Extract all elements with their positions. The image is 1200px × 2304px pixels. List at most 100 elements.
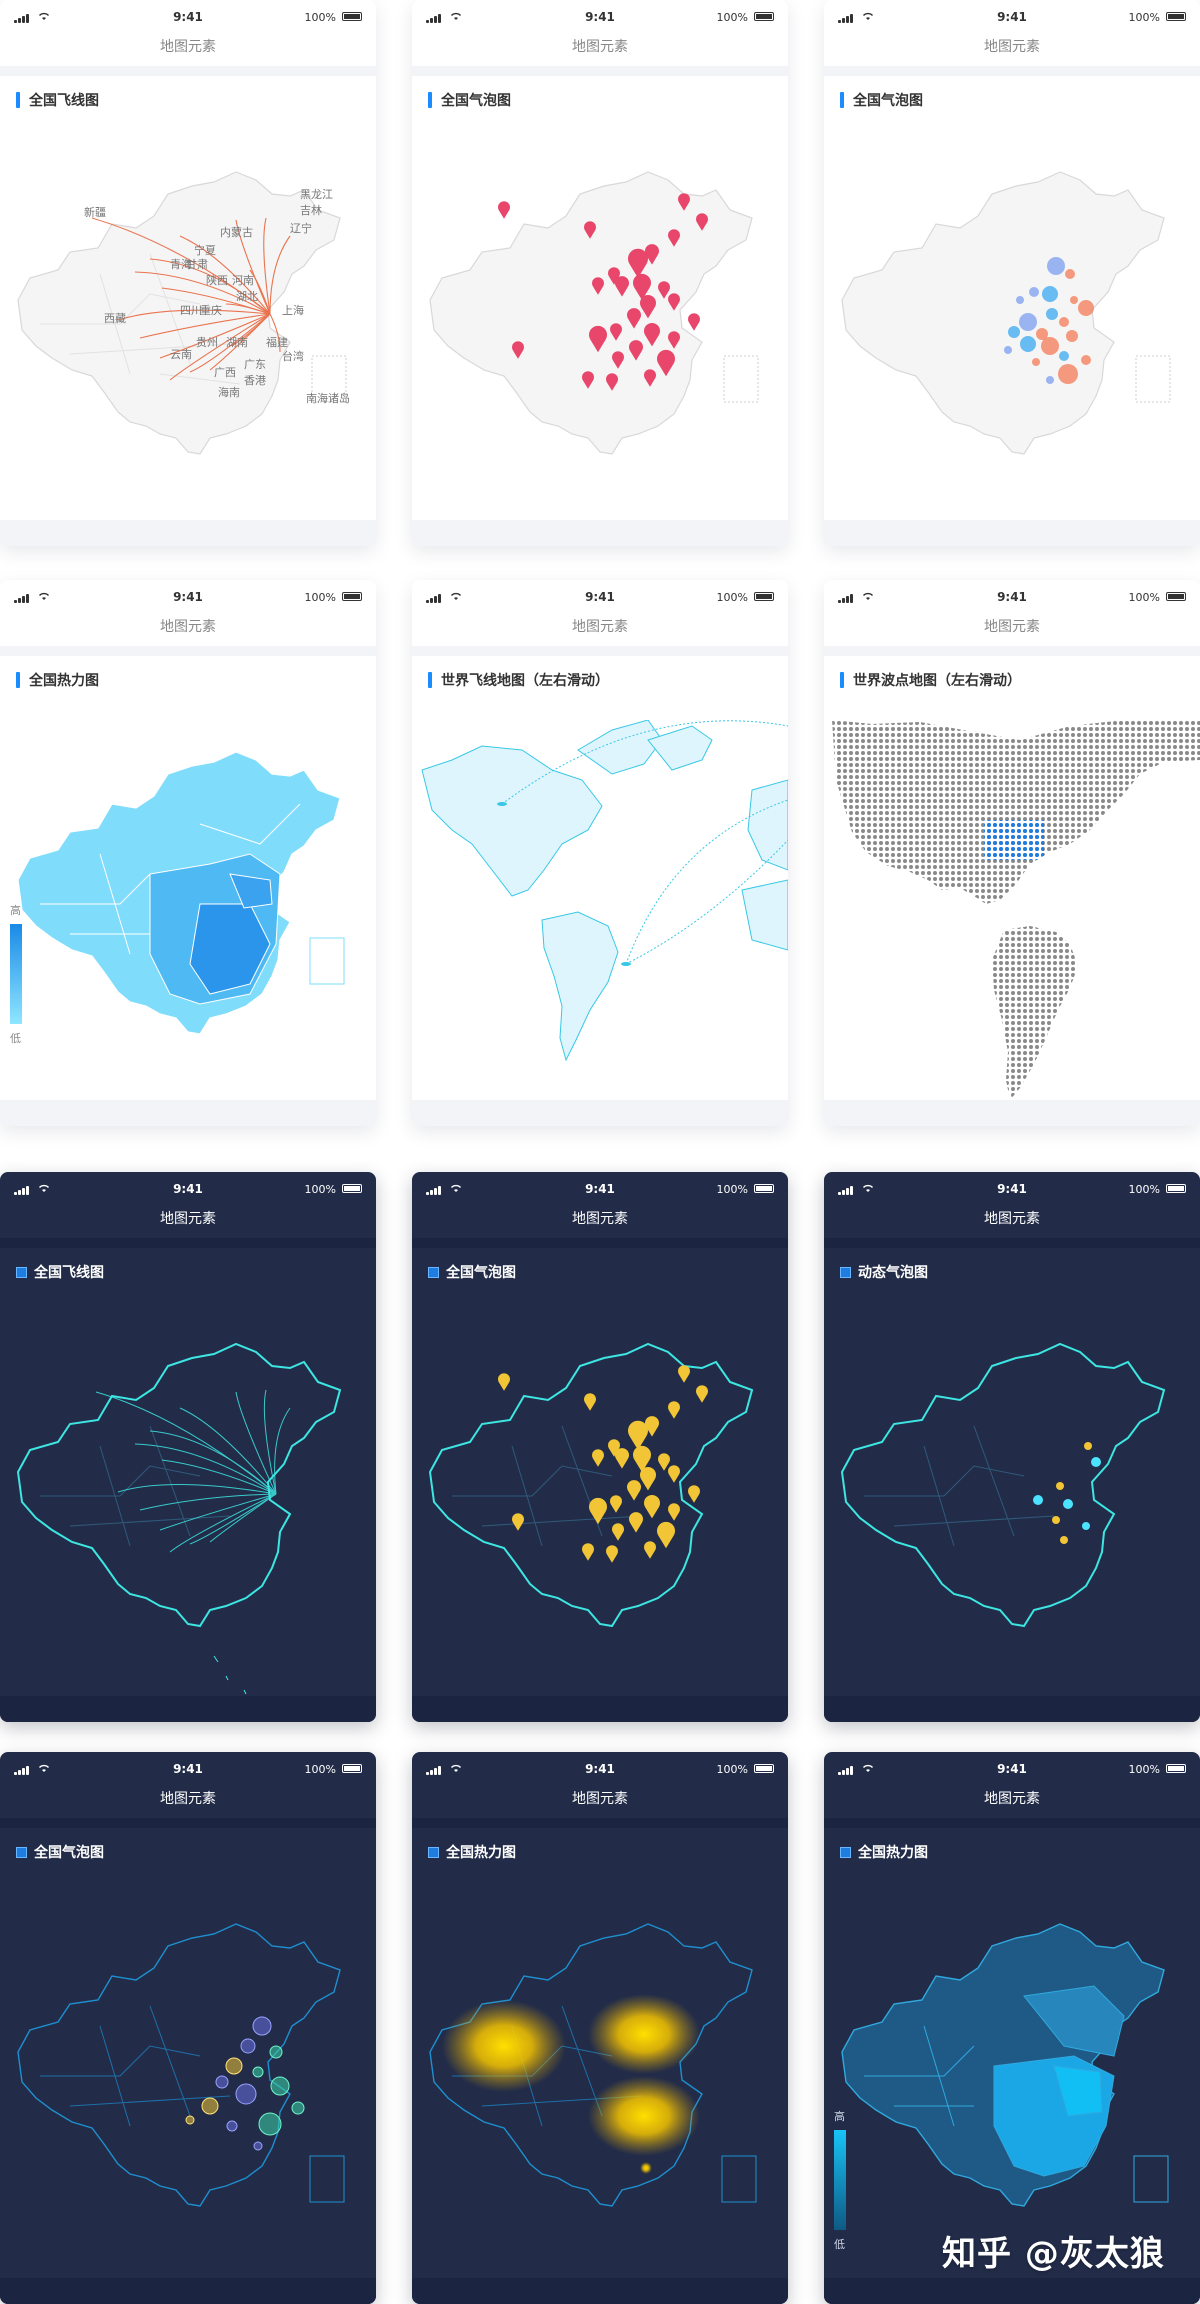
battery-icon bbox=[754, 592, 774, 601]
card-pin-map-dark[interactable]: 9:41 100% 地图元素 全国气泡图 bbox=[412, 1172, 788, 1722]
svg-text:湖北: 湖北 bbox=[236, 290, 258, 303]
wifi-icon bbox=[451, 1764, 461, 1772]
signal-icon bbox=[14, 593, 34, 603]
china-bubble-map[interactable] bbox=[824, 124, 1200, 524]
pin-marker bbox=[628, 248, 648, 278]
pin-marker bbox=[668, 1401, 680, 1419]
signal-icon bbox=[426, 593, 446, 603]
status-bar: 9:41 100% bbox=[824, 1172, 1200, 1206]
card-dynamic-bubble-map[interactable]: 9:41 100% 地图元素 动态气泡图 bbox=[824, 1172, 1200, 1722]
svg-text:河南: 河南 bbox=[232, 274, 254, 287]
china-flight-map-dark[interactable] bbox=[0, 1296, 376, 1696]
china-choropleth-map-dark[interactable] bbox=[824, 1876, 1200, 2276]
card-bubble-map-dark[interactable]: 9:41 100% 地图元素 全国气泡图 bbox=[0, 1752, 376, 2304]
bottom-bar bbox=[824, 1100, 1200, 1126]
battery-percent: 100% bbox=[304, 1763, 336, 1776]
world-dot-map[interactable] bbox=[824, 720, 1200, 1120]
section-title: 全国热力图 bbox=[840, 1842, 928, 1862]
bottom-bar bbox=[0, 520, 376, 546]
svg-text:四川: 四川 bbox=[180, 304, 202, 317]
china-choropleth-map[interactable] bbox=[0, 704, 376, 1104]
section-title: 世界波点地图（左右滑动） bbox=[840, 670, 1021, 690]
flight-lines bbox=[91, 217, 291, 381]
svg-text:海南: 海南 bbox=[218, 385, 240, 399]
svg-text:广东: 广东 bbox=[244, 358, 266, 371]
pin-marker bbox=[696, 213, 708, 231]
svg-text:青海: 青海 bbox=[170, 257, 192, 271]
china-bubble-map-dark[interactable] bbox=[0, 1876, 376, 2276]
nav-title: 地图元素 bbox=[160, 1211, 216, 1227]
battery-icon bbox=[342, 12, 362, 21]
pin-marker bbox=[610, 323, 622, 341]
legend-gradient bbox=[10, 924, 22, 1024]
bottom-bar bbox=[0, 2278, 376, 2304]
heat-legend: 高 低 bbox=[10, 902, 34, 1046]
signal-icon bbox=[426, 1765, 446, 1775]
pin-marker bbox=[658, 281, 670, 299]
bottom-bar bbox=[0, 1100, 376, 1126]
accent-bar bbox=[840, 672, 844, 688]
title-icon bbox=[428, 1846, 439, 1858]
card-world-flight-map[interactable]: 9:41 100% 地图元素 世界飞线地图（左右滑动） bbox=[412, 580, 788, 1126]
nav-title: 地图元素 bbox=[984, 1211, 1040, 1227]
section-title: 全国热力图 bbox=[428, 1842, 516, 1862]
card-heat-glow-map[interactable]: 9:41 100% 地图元素 全国热力图 bbox=[412, 1752, 788, 2304]
nav-title: 地图元素 bbox=[572, 619, 628, 635]
status-bar: 9:41 100% bbox=[412, 1172, 788, 1206]
wifi-icon bbox=[451, 1184, 461, 1192]
battery-percent: 100% bbox=[716, 11, 748, 24]
legend-low-label: 低 bbox=[834, 2238, 845, 2251]
legend-low-label: 低 bbox=[10, 1032, 21, 1045]
pin-marker bbox=[633, 1445, 651, 1473]
battery-icon bbox=[1166, 592, 1186, 601]
nav-title: 地图元素 bbox=[572, 39, 628, 55]
world-flight-map[interactable] bbox=[412, 720, 788, 1120]
bottom-bar bbox=[412, 1696, 788, 1722]
wifi-icon bbox=[863, 1184, 873, 1192]
wifi-icon bbox=[39, 12, 49, 20]
world-flight-lines bbox=[501, 720, 788, 965]
card-flight-map-dark[interactable]: 9:41 100% 地图元素 全国飞线图 bbox=[0, 1172, 376, 1722]
china-pin-map[interactable] bbox=[412, 124, 788, 524]
svg-text:辽宁: 辽宁 bbox=[290, 221, 312, 235]
card-bubble-map-light[interactable]: 9:41 100% 地图元素 全国气泡图 bbox=[824, 0, 1200, 546]
svg-text:广西: 广西 bbox=[214, 366, 236, 379]
status-time: 9:41 bbox=[997, 10, 1027, 24]
nav-title: 地图元素 bbox=[160, 39, 216, 55]
signal-icon bbox=[14, 1185, 34, 1195]
pin-marker bbox=[615, 276, 629, 297]
card-heat-map-dark[interactable]: 9:41 100% 地图元素 全国热力图 高 低 bbox=[824, 1752, 1200, 2304]
svg-text:台湾: 台湾 bbox=[282, 349, 304, 363]
card-pin-map-light[interactable]: 9:41 100% 地图元素 全国气泡图 bbox=[412, 0, 788, 546]
card-world-dot-map[interactable]: 9:41 100% 地图元素 世界波点地图（左右滑动） bbox=[824, 580, 1200, 1126]
china-pin-map-dark[interactable] bbox=[412, 1296, 788, 1696]
card-heat-map-light[interactable]: 9:41 100% 地图元素 全国热力图 高 低 bbox=[0, 580, 376, 1126]
status-bar: 9:41 100% bbox=[412, 1752, 788, 1786]
svg-text:南海诸岛: 南海诸岛 bbox=[306, 391, 350, 405]
pin-marker bbox=[610, 1495, 622, 1513]
china-flight-map[interactable]: 黑龙江 吉林 辽宁 新疆 内蒙古 宁夏 青海 甘肃 陕西 西藏 四川 重庆 湖北… bbox=[0, 124, 376, 524]
pin-marker bbox=[678, 1365, 690, 1383]
bottom-bar bbox=[824, 2278, 1200, 2304]
pin-marker bbox=[584, 221, 596, 239]
svg-text:贵州: 贵州 bbox=[196, 336, 218, 349]
pin-marker bbox=[678, 193, 690, 211]
pin-marker bbox=[688, 313, 700, 331]
svg-text:西藏: 西藏 bbox=[104, 312, 126, 325]
pin-marker bbox=[589, 325, 607, 353]
pin-marker bbox=[512, 1513, 524, 1531]
title-icon bbox=[840, 1846, 851, 1858]
pin-marker bbox=[629, 1512, 643, 1533]
battery-percent: 100% bbox=[1128, 11, 1160, 24]
battery-icon bbox=[754, 12, 774, 21]
nav-divider bbox=[0, 646, 376, 656]
card-flight-map-light[interactable]: 9:41 100% 地图元素 全国飞线图 黑龙江 吉林 辽宁 新疆 内蒙古 宁夏… bbox=[0, 0, 376, 546]
china-heat-glow-map[interactable] bbox=[412, 1876, 788, 2276]
nav-divider bbox=[824, 646, 1200, 656]
accent-bar bbox=[16, 672, 20, 688]
svg-text:香港: 香港 bbox=[244, 374, 266, 387]
china-dynamic-bubble-map[interactable] bbox=[824, 1296, 1200, 1696]
bubble-markers bbox=[1004, 257, 1094, 384]
section-title: 全国飞线图 bbox=[16, 90, 99, 110]
nav-divider bbox=[412, 646, 788, 656]
